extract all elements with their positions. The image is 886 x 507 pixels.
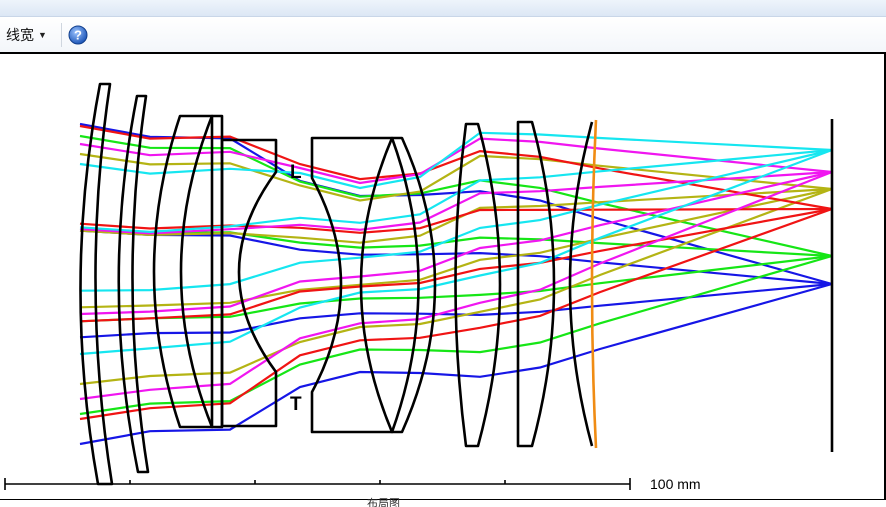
caption-text: 布局图 — [367, 498, 400, 507]
lens-element-3 — [152, 114, 214, 429]
ray-trace — [79, 170, 833, 235]
lens-layout-diagram: L T 100 mm — [4, 82, 834, 492]
ray-trace — [79, 137, 833, 185]
ray-trace — [79, 254, 833, 416]
footer-caption: 布局图 — [0, 497, 886, 507]
lens-element-8 — [454, 122, 502, 448]
lens-elements — [79, 82, 834, 486]
ray-trace — [79, 207, 833, 234]
help-glyph: ? — [74, 28, 82, 43]
filter-element — [590, 119, 598, 449]
lens-element-2 — [117, 94, 150, 474]
lens-element-5 — [220, 138, 278, 428]
layout-view: L T 100 mm — [0, 52, 886, 500]
lens-element-7 — [359, 136, 437, 434]
ray-trace — [79, 170, 833, 316]
ray-trace — [79, 148, 833, 292]
ray-trace — [79, 124, 833, 211]
stop-marker-l: L — [290, 162, 302, 183]
help-button[interactable]: ? — [68, 25, 88, 45]
wireframe-dropdown[interactable]: 线宽 ▼ — [6, 25, 47, 45]
title-strip — [0, 0, 886, 17]
ray-trace — [79, 131, 833, 190]
lens-element-9 — [516, 120, 556, 448]
scale-bar-label: 100 mm — [650, 476, 701, 492]
ray-trace — [79, 148, 833, 234]
scale-bar — [4, 478, 631, 490]
ray-trace — [79, 187, 833, 244]
stop-marker-t: T — [290, 394, 302, 415]
lens-element-4 — [179, 114, 224, 429]
wireframe-label: 线宽 — [6, 27, 34, 43]
toolbar-separator — [61, 23, 62, 47]
help-icon — [68, 25, 88, 45]
chevron-down-icon: ▼ — [38, 30, 47, 40]
ray-trace — [79, 227, 833, 258]
toolbar: 线宽 ▼ ? — [0, 17, 886, 52]
ray-trace — [79, 282, 833, 446]
lens-element-10 — [568, 121, 594, 447]
